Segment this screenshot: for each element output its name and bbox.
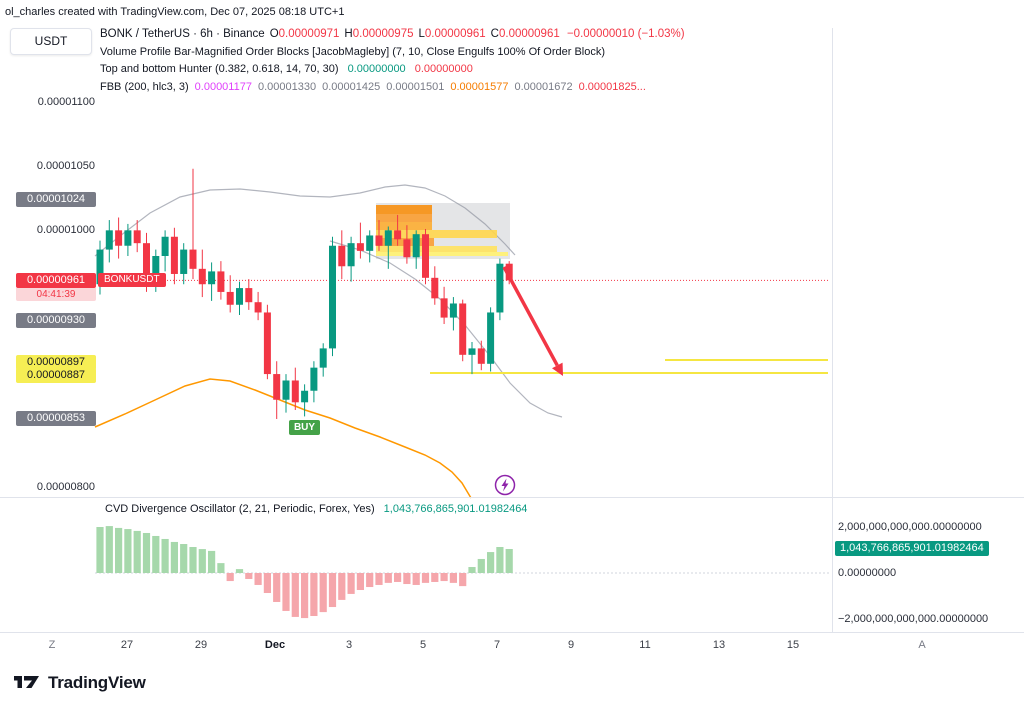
time-axis-label: 7	[493, 639, 501, 651]
price-axis-label: 0.00001000	[36, 224, 95, 237]
ohlc-letter: H	[344, 28, 353, 40]
price-level-badge: 0.00000930	[16, 312, 96, 328]
legend-hunter-row[interactable]: Top and bottom Hunter (0.382, 0.618, 14,…	[100, 61, 685, 79]
ohlc-value: 0.00000975	[352, 28, 414, 40]
adjust-scale-button[interactable]: A	[918, 639, 926, 651]
cvd-axis-label: 0.00000000	[838, 566, 897, 579]
symbol-price-badge: BONKUSDT	[98, 273, 166, 288]
fbb-value: 0.00001825...	[578, 80, 646, 93]
price-axis-label: 0.00000800	[36, 481, 95, 493]
cvd-axis-label: 2,000,000,000,000.00000000	[838, 520, 982, 533]
legend-fbb-row[interactable]: FBB (200, hlc3, 3) 0.00001177 0.00001330 0.…	[100, 79, 685, 97]
time-axis-label: 13	[712, 639, 726, 651]
price-level-badge: 0.00000961	[16, 272, 96, 288]
cvd-indicator-row[interactable]: CVD Divergence Oscillator (2, 21, Period…	[105, 503, 527, 515]
ohlc-letter: C	[490, 28, 499, 40]
price-level-badge: 0.00000853	[16, 411, 96, 427]
time-axis-label: 11	[639, 639, 651, 651]
price-axis-label: 0.00001050	[36, 160, 95, 173]
legend-volume-profile-row[interactable]: Volume Profile Bar-Magnified Order Block…	[100, 44, 685, 62]
price-level-badge: 0.00000887	[16, 367, 96, 383]
tradingview-logo[interactable]: TradingView	[12, 672, 146, 693]
pane-separator[interactable]	[0, 497, 1024, 498]
time-axis-separator	[0, 632, 1024, 633]
fbb-value: 0.00001501	[386, 80, 445, 93]
buy-signal-badge: BUY	[289, 420, 320, 435]
legend-symbol-row[interactable]: BONK / TetherUS · 6h · Binance O0.0000097…	[100, 26, 685, 44]
ohlc-letter: L	[418, 28, 425, 40]
chart-legend: BONK / TetherUS · 6h · Binance O0.0000097…	[100, 26, 685, 96]
price-scale-separator	[832, 28, 833, 632]
volume-profile-title: Volume Profile Bar-Magnified Order Block…	[100, 45, 606, 58]
ohlc-values: O0.00000971 H0.00000975 L0.00000961 C0.0000…	[265, 28, 560, 40]
fbb-value: 0.00001425	[322, 80, 381, 93]
time-axis-label: 15	[786, 639, 800, 651]
price-axis-label: 0.00001100	[37, 96, 95, 108]
lightning-icon[interactable]	[494, 474, 516, 501]
price-level-badge: 0.00001024	[16, 192, 96, 208]
ohlc-value: 0.00000961	[498, 28, 560, 40]
fbb-values: 0.00001177 0.00001330 0.00001425 0.00001501…	[189, 81, 646, 93]
attribution-text: ol_charles created with TradingView.com,…	[5, 6, 345, 18]
bar-countdown: 04:41:39	[16, 287, 96, 301]
fbb-value: 0.00001177	[194, 80, 252, 93]
fbb-value: 0.00001330	[257, 80, 317, 93]
tradingview-logo-text: TradingView	[48, 672, 146, 692]
currency-scale-button[interactable]: USDT	[10, 28, 92, 55]
ohlc-letter: O	[269, 28, 279, 40]
cvd-axis-label: −2,000,000,000,000.00000000	[838, 612, 989, 625]
change-value: −0.00000010 (−1.03%)	[566, 28, 685, 40]
price-level-badge: 0.00000897	[16, 355, 96, 371]
hunter-title: Top and bottom Hunter (0.382, 0.618, 14,…	[100, 63, 339, 75]
cvd-title: CVD Divergence Oscillator (2, 21, Period…	[105, 503, 375, 515]
time-axis-label: 3	[345, 639, 353, 651]
fbb-value: 0.00001577	[450, 80, 509, 93]
time-axis-label: 29	[194, 639, 208, 651]
ohlc-value: 0.00000971	[278, 28, 340, 40]
time-axis-label: 5	[419, 639, 427, 651]
hunter-value-green: 0.00000000	[347, 63, 406, 75]
hunter-value-red: 0.00000000	[414, 63, 473, 75]
cvd-value-badge: 1,043,766,865,901.01982464	[835, 541, 989, 557]
fbb-value: 0.00001672	[514, 80, 573, 93]
ohlc-value: 0.00000961	[424, 28, 486, 40]
time-axis-label: 9	[567, 639, 575, 651]
symbol-title: BONK / TetherUS · 6h · Binance	[100, 28, 265, 40]
time-axis-label: Dec	[264, 639, 286, 651]
time-axis-label: 27	[120, 639, 134, 651]
timezone-button[interactable]: Z	[48, 639, 56, 651]
cvd-value: 1,043,766,865,901.01982464	[383, 503, 528, 515]
tradingview-logo-icon	[14, 676, 39, 688]
fbb-title: FBB (200, hlc3, 3)	[100, 80, 189, 93]
